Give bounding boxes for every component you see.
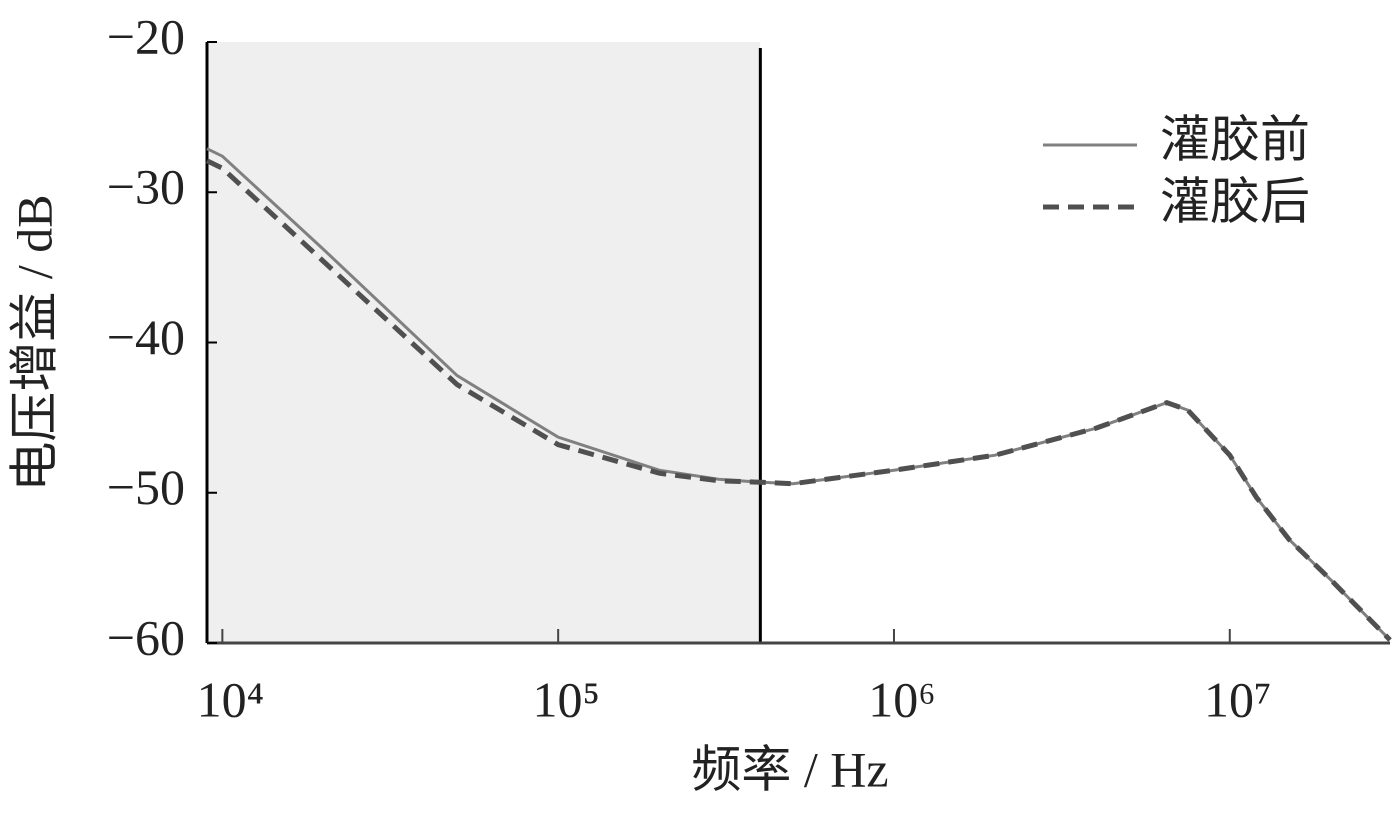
series-line [205,158,1392,642]
x-tick-label: 10⁵ [532,671,599,727]
y-tick-label: −30 [107,159,185,215]
x-tick-label: 10⁴ [197,671,264,727]
y-tick-label: −60 [107,609,185,665]
y-tick-label: −50 [107,459,185,515]
highlight-region [207,42,761,643]
x-axis-label: 频率 / Hz [691,741,888,797]
y-tick-label: −40 [107,309,185,365]
y-tick-label: −20 [107,8,185,64]
x-tick-label: 10⁷ [1204,671,1271,727]
legend-label: 灌胶前 [1160,111,1310,167]
x-tick-label: 10⁶ [868,671,935,727]
legend-label: 灌胶后 [1160,173,1310,229]
y-axis-label: 电压增益 / dB [6,194,62,491]
